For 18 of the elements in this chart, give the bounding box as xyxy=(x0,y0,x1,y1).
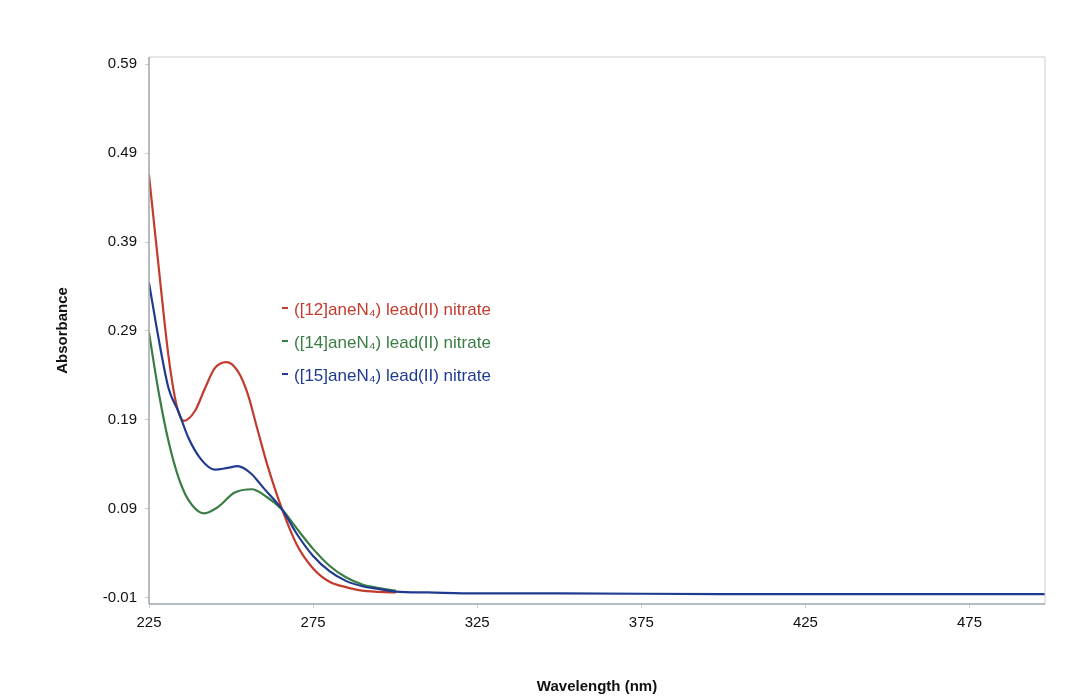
legend-label: ([12]aneN₄) lead(II) nitrate xyxy=(294,300,491,319)
x-axis-title: Wavelength (nm) xyxy=(536,677,658,695)
y-tick-label: 0.39 xyxy=(107,232,137,250)
x-tick-label: 375 xyxy=(628,613,654,631)
x-tick-label: 225 xyxy=(136,613,162,631)
y-tick-label: 0.19 xyxy=(107,410,137,428)
x-tick-label: 425 xyxy=(792,613,818,631)
x-tick-label: 275 xyxy=(300,613,326,631)
y-tick-label: 0.29 xyxy=(107,321,137,339)
legend-label: ([15]aneN₄) lead(II) nitrate xyxy=(294,366,491,385)
y-tick-label: 0.49 xyxy=(107,143,137,161)
x-tick-label: 475 xyxy=(957,613,983,631)
y-axis-title: Absorbance xyxy=(53,287,71,374)
y-tick-label: 0.09 xyxy=(107,498,137,516)
y-tick-label: 0.59 xyxy=(107,54,137,72)
y-tick-label: -0.01 xyxy=(102,587,137,605)
legend-label: ([14]aneN₄) lead(II) nitrate xyxy=(294,333,491,352)
x-tick-label: 325 xyxy=(464,613,490,631)
